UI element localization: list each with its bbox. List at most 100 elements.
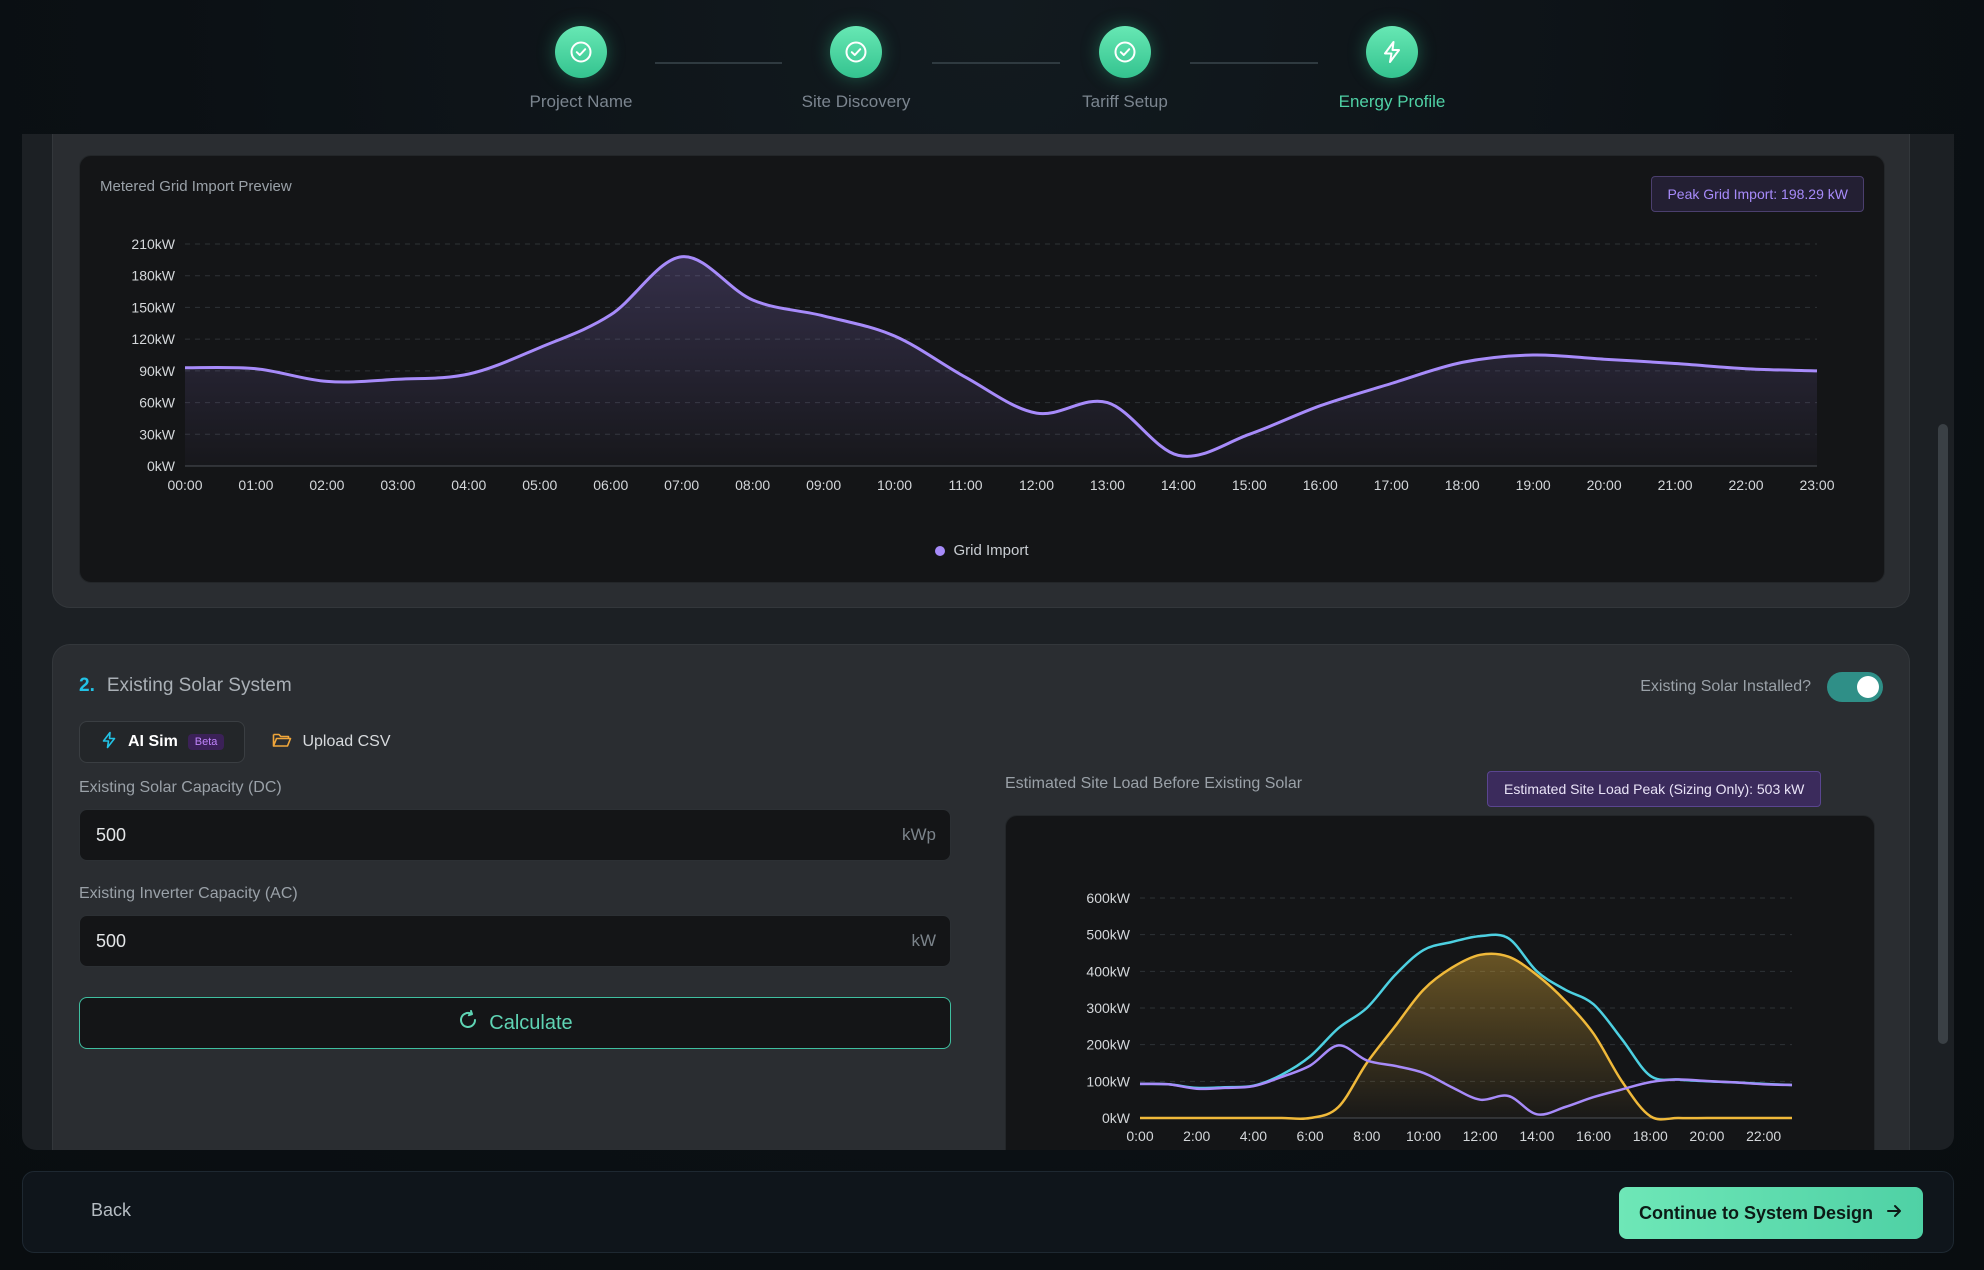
- x-tick-label: 2:00: [1183, 1128, 1210, 1144]
- tab-upload-csv[interactable]: Upload CSV: [251, 721, 411, 763]
- x-tick-label: 23:00: [1799, 477, 1834, 493]
- dc-capacity-value[interactable]: 500: [96, 824, 127, 845]
- x-tick-label: 15:00: [1232, 477, 1267, 493]
- x-tick-label: 8:00: [1353, 1128, 1380, 1144]
- calculate-label: Calculate: [489, 1011, 573, 1034]
- x-tick-label: 4:00: [1240, 1128, 1267, 1144]
- step-tariff-setup[interactable]: Tariff Setup: [1035, 26, 1215, 112]
- x-tick-label: 17:00: [1374, 477, 1409, 493]
- x-tick-label: 16:00: [1576, 1128, 1611, 1144]
- y-tick-label: 30kW: [139, 426, 176, 442]
- dc-capacity-unit: kWp: [902, 825, 936, 844]
- x-tick-label: 20:00: [1587, 477, 1622, 493]
- section-number: 2.: [79, 675, 95, 696]
- y-tick-label: 120kW: [131, 331, 175, 347]
- series-area: [185, 256, 1817, 466]
- toggle-knob: [1857, 676, 1879, 698]
- x-tick-label: 12:00: [1463, 1128, 1498, 1144]
- x-tick-label: 14:00: [1161, 477, 1196, 493]
- chart-title: Metered Grid Import Preview: [100, 178, 292, 195]
- x-tick-label: 02:00: [309, 477, 344, 493]
- x-tick-label: 21:00: [1658, 477, 1693, 493]
- continue-button[interactable]: Continue to System Design: [1619, 1187, 1923, 1239]
- x-tick-label: 09:00: [806, 477, 841, 493]
- wizard-stepper: Project Name Site Discovery Tariff Setup…: [0, 0, 1984, 130]
- grid-import-svg: 0kW 30kW 60kW 90kW 120kW 150kW 180kW 210kW 00:00…: [131, 236, 1834, 493]
- y-tick-label: 180kW: [131, 268, 175, 284]
- tab-label: Upload CSV: [302, 733, 391, 750]
- tab-label: AI Sim: [128, 733, 178, 750]
- site-load-chart: 0kW 100kW 200kW 300kW 400kW 500kW 600kW 0:00 2:0…: [1005, 815, 1875, 1150]
- load-chart-title: Estimated Site Load Before Existing Sola…: [1005, 775, 1303, 792]
- series-line: [1139, 1044, 1793, 1116]
- x-tick-label: 07:00: [664, 477, 699, 493]
- x-tick-label: 18:00: [1445, 477, 1480, 493]
- refresh-icon: [457, 1009, 479, 1037]
- section-title-text: Existing Solar System: [106, 675, 292, 696]
- existing-solar-toggle-group: Existing Solar Installed?: [1640, 672, 1883, 702]
- ac-capacity-label: Existing Inverter Capacity (AC): [79, 885, 298, 902]
- step-label: Energy Profile: [1338, 92, 1446, 111]
- x-tick-label: 10:00: [877, 477, 912, 493]
- scrollbar-thumb[interactable]: [1938, 424, 1948, 1044]
- section-title: 2. Existing Solar System: [79, 675, 292, 697]
- site-load-svg: 0kW 100kW 200kW 300kW 400kW 500kW 600kW 0:00 2:0…: [1086, 890, 1793, 1144]
- grid-import-chart: Metered Grid Import Preview Peak Grid Im…: [79, 155, 1885, 583]
- x-tick-label: 12:00: [1019, 477, 1054, 493]
- step-connector: [655, 62, 782, 64]
- x-tick-label: 11:00: [949, 477, 983, 493]
- ac-capacity-input[interactable]: 500 kW: [79, 915, 951, 967]
- x-tick-label: 14:00: [1519, 1128, 1554, 1144]
- step-site-discovery[interactable]: Site Discovery: [766, 26, 946, 112]
- peak-grid-import-badge: Peak Grid Import: 198.29 kW: [1651, 176, 1864, 212]
- x-tick-label: 10:00: [1406, 1128, 1441, 1144]
- main-scroll-panel: Metered Grid Import Preview Peak Grid Im…: [22, 134, 1954, 1150]
- toggle-label: Existing Solar Installed?: [1640, 678, 1811, 695]
- step-label: Project Name: [529, 92, 633, 111]
- x-tick-label: 00:00: [167, 477, 202, 493]
- ac-capacity-value[interactable]: 500: [96, 930, 127, 951]
- y-tick-label: 300kW: [1086, 1000, 1130, 1016]
- x-tick-label: 04:00: [451, 477, 486, 493]
- y-tick-label: 150kW: [131, 299, 175, 315]
- grid-import-card: Metered Grid Import Preview Peak Grid Im…: [52, 134, 1910, 608]
- input-mode-tabs: AI Sim Beta Upload CSV: [79, 721, 411, 763]
- step-project-name[interactable]: Project Name: [491, 26, 671, 112]
- x-tick-label: 16:00: [1303, 477, 1338, 493]
- lightning-icon: [1366, 26, 1418, 78]
- wizard-footer: Back Continue to System Design: [22, 1171, 1954, 1253]
- y-tick-label: 210kW: [131, 236, 175, 252]
- x-tick-label: 0:00: [1126, 1128, 1153, 1144]
- step-energy-profile[interactable]: Energy Profile: [1302, 26, 1482, 112]
- legend-label: Grid Import: [953, 542, 1029, 559]
- y-tick-label: 100kW: [1086, 1073, 1130, 1089]
- back-button[interactable]: Back: [91, 1200, 132, 1220]
- x-tick-label: 13:00: [1090, 477, 1125, 493]
- dc-capacity-label: Existing Solar Capacity (DC): [79, 779, 282, 796]
- y-tick-label: 90kW: [139, 363, 176, 379]
- series-line: [1140, 952, 1792, 1121]
- check-icon: [555, 26, 607, 78]
- y-tick-label: 0kW: [147, 458, 176, 474]
- chart-legend[interactable]: Grid Import: [80, 542, 1884, 559]
- y-tick-label: 200kW: [1086, 1037, 1130, 1053]
- scrollbar[interactable]: [1938, 134, 1948, 1150]
- folder-icon: [272, 731, 292, 754]
- step-connector: [932, 62, 1060, 64]
- calculate-button[interactable]: Calculate: [79, 997, 951, 1049]
- x-tick-label: 18:00: [1633, 1128, 1668, 1144]
- step-connector: [1190, 62, 1318, 64]
- x-tick-label: 06:00: [593, 477, 628, 493]
- x-tick-label: 19:00: [1516, 477, 1551, 493]
- y-tick-label: 60kW: [139, 395, 176, 411]
- step-label: Tariff Setup: [1082, 92, 1168, 111]
- tab-ai-sim[interactable]: AI Sim Beta: [79, 721, 246, 763]
- x-tick-label: 03:00: [380, 477, 415, 493]
- dc-capacity-input[interactable]: 500 kWp: [79, 809, 951, 861]
- y-tick-label: 600kW: [1086, 890, 1130, 906]
- existing-solar-card: 2. Existing Solar System Existing Solar …: [52, 644, 1910, 1150]
- x-tick-label: 22:00: [1746, 1128, 1781, 1144]
- existing-solar-toggle[interactable]: [1827, 672, 1883, 702]
- series-line: [184, 255, 1818, 458]
